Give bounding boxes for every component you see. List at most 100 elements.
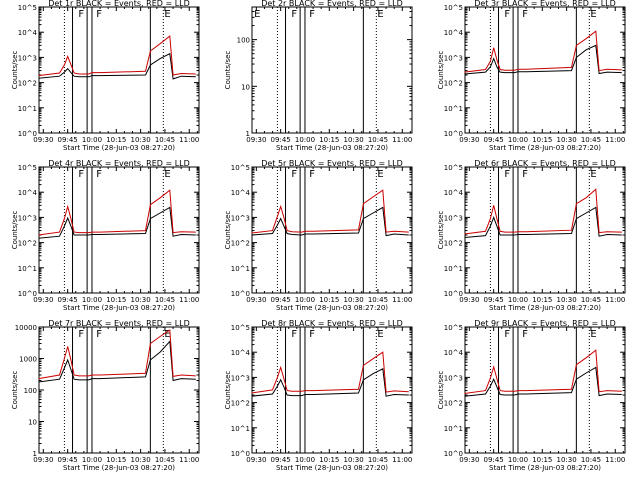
x-tick-label: 10:30 bbox=[344, 136, 364, 144]
y-tick-label: 10 bbox=[241, 83, 250, 91]
plot-frame bbox=[251, 6, 413, 134]
panel-title: Det 7r BLACK = Events, RED = LLD bbox=[48, 319, 190, 328]
x-tick-label: 10:45 bbox=[155, 296, 175, 304]
y-tick-label: 10^3 bbox=[231, 374, 250, 382]
flag-label: F bbox=[96, 9, 102, 20]
panel-det-4: Det 4r BLACK = Events, RED = LLD 09:30 09:… bbox=[11, 159, 200, 312]
x-tick-label: 10:30 bbox=[131, 136, 151, 144]
y-tick-label: 10^1 bbox=[18, 105, 37, 113]
events-series-line bbox=[38, 52, 196, 80]
y-tick-label: 1 bbox=[33, 450, 37, 458]
flag-label: F bbox=[504, 329, 510, 340]
x-tick-label: 09:45 bbox=[58, 136, 78, 144]
x-tick-label: 09:45 bbox=[271, 456, 291, 464]
x-tick-label: 09:30 bbox=[459, 136, 479, 144]
x-tick-label: 10:30 bbox=[344, 296, 364, 304]
y-tick-label: 10^1 bbox=[18, 265, 37, 273]
y-tick-label: 10^2 bbox=[18, 240, 37, 248]
y-tick-label: 10^2 bbox=[444, 80, 463, 88]
x-tick-label: 10:30 bbox=[344, 456, 364, 464]
plot-frame bbox=[251, 166, 413, 294]
y-tick-label: 10^5 bbox=[444, 164, 463, 172]
y-tick-label: 10^1 bbox=[444, 265, 463, 273]
lld-series-line bbox=[38, 35, 196, 77]
x-axis-label: Start Time (28-Jun-03 08:27:20) bbox=[489, 304, 601, 312]
x-tick-label: 10:00 bbox=[82, 456, 102, 464]
panel-det-1: Det 1r BLACK = Events, RED = LLD 09:30 09:… bbox=[11, 0, 200, 152]
events-series-line bbox=[464, 366, 622, 397]
x-tick-label: 10:30 bbox=[131, 296, 151, 304]
x-tick-label: 09:45 bbox=[484, 136, 504, 144]
x-tick-label: 10:45 bbox=[155, 136, 175, 144]
x-tick-label: 09:45 bbox=[271, 296, 291, 304]
flag-label: F bbox=[522, 169, 528, 180]
x-tick-label: 11:00 bbox=[392, 136, 412, 144]
x-tick-label: 11:00 bbox=[605, 456, 625, 464]
panel-title: Det 6r BLACK = Events, RED = LLD bbox=[474, 159, 616, 168]
x-tick-label: 10:45 bbox=[581, 456, 601, 464]
x-tick-label: 09:45 bbox=[58, 296, 78, 304]
y-tick-label: 10^4 bbox=[444, 29, 464, 37]
x-tick-label: 10:15 bbox=[532, 136, 552, 144]
x-tick-label: 11:00 bbox=[605, 296, 625, 304]
y-tick-label: 10^0 bbox=[444, 290, 463, 298]
x-tick-label: 09:45 bbox=[484, 296, 504, 304]
x-axis-label: Start Time (28-Jun-03 08:27:20) bbox=[63, 144, 175, 152]
y-tick-label: 10^5 bbox=[18, 4, 37, 12]
x-tick-label: 10:45 bbox=[368, 456, 388, 464]
flag-label: F bbox=[504, 9, 510, 20]
events-series-line bbox=[251, 368, 409, 397]
x-tick-label: 10:15 bbox=[532, 456, 552, 464]
y-axis-label: Counts/sec bbox=[11, 51, 19, 90]
y-tick-label: 10^5 bbox=[444, 324, 463, 332]
y-tick-label: 10^2 bbox=[444, 240, 463, 248]
x-tick-label: 10:15 bbox=[319, 136, 339, 144]
flag-label: E bbox=[590, 169, 596, 180]
panel-det-2: Det 2r BLACK = Events, RED = LLD 09:30 09:… bbox=[224, 0, 413, 152]
x-tick-label: 10:45 bbox=[581, 136, 601, 144]
y-tick-label: 100 bbox=[24, 387, 37, 395]
y-tick-label: 10^5 bbox=[444, 4, 463, 12]
x-tick-label: 10:15 bbox=[106, 136, 126, 144]
y-tick-label: 10^0 bbox=[231, 290, 250, 298]
plot-frame bbox=[38, 6, 200, 134]
panel-title: Det 5r BLACK = Events, RED = LLD bbox=[261, 159, 403, 168]
flag-label: F bbox=[504, 169, 510, 180]
y-tick-label: 10000 bbox=[15, 324, 37, 332]
y-tick-label: 10^4 bbox=[444, 189, 464, 197]
y-tick-label: 10^1 bbox=[444, 105, 463, 113]
events-series-line bbox=[38, 206, 196, 239]
panel-det-6: Det 6r BLACK = Events, RED = LLD 09:30 09:… bbox=[437, 159, 626, 312]
x-tick-label: 09:30 bbox=[246, 456, 266, 464]
lld-series-line bbox=[464, 188, 622, 235]
y-tick-label: 10^3 bbox=[444, 214, 463, 222]
y-tick-label: 10^5 bbox=[231, 164, 250, 172]
y-tick-label: 10^5 bbox=[231, 324, 250, 332]
flag-label: E bbox=[164, 169, 170, 180]
x-tick-label: 10:00 bbox=[295, 456, 315, 464]
panel-title: Det 4r BLACK = Events, RED = LLD bbox=[48, 159, 190, 168]
x-tick-label: 11:00 bbox=[179, 456, 199, 464]
x-tick-label: 10:15 bbox=[106, 456, 126, 464]
y-tick-label: 1000 bbox=[19, 356, 37, 364]
x-tick-label: 11:00 bbox=[605, 136, 625, 144]
y-axis-label: Counts/sec bbox=[437, 211, 445, 250]
y-tick-label: 10^4 bbox=[18, 29, 38, 37]
x-tick-label: 10:00 bbox=[508, 456, 528, 464]
plot-frame bbox=[251, 326, 413, 454]
panel-det-8: Det 8r BLACK = Events, RED = LLD 09:30 09:… bbox=[224, 319, 413, 472]
x-tick-label: 10:45 bbox=[581, 296, 601, 304]
flag-label: F bbox=[522, 329, 528, 340]
flag-label: F bbox=[78, 9, 84, 20]
flag-label: F bbox=[309, 329, 315, 340]
x-tick-label: 10:00 bbox=[82, 296, 102, 304]
y-tick-label: 10^0 bbox=[231, 450, 250, 458]
y-axis-label: Counts/sec bbox=[11, 371, 19, 410]
flag-label: E bbox=[377, 9, 383, 20]
y-tick-label: 10^0 bbox=[444, 450, 463, 458]
y-tick-label: 10^3 bbox=[18, 214, 37, 222]
panel-title: Det 2r BLACK = Events, RED = LLD bbox=[261, 0, 403, 8]
x-tick-label: 10:30 bbox=[557, 136, 577, 144]
x-tick-label: 10:00 bbox=[295, 136, 315, 144]
